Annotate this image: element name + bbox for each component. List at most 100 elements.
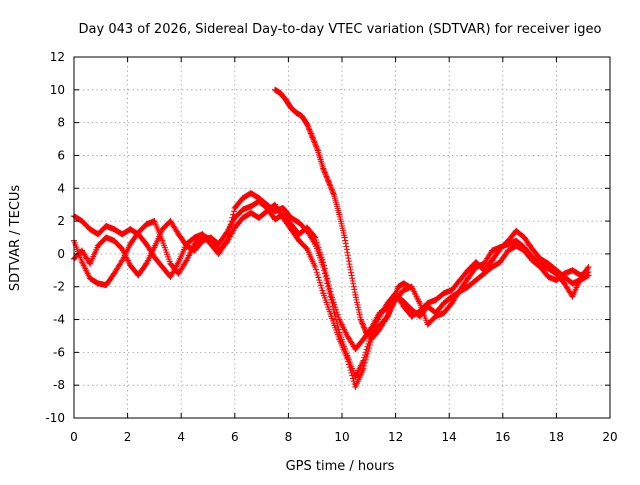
data-point-marker [362,351,369,358]
data-point-marker [351,286,358,293]
data-point-marker [350,283,357,290]
data-point-marker [388,304,395,311]
data-point-marker [307,129,314,136]
x-tick-label: 20 [602,430,617,444]
data-point [585,272,592,279]
data-point-marker [222,239,229,246]
data-point-marker [362,349,369,356]
data-point-marker [584,265,591,272]
x-tick-label: 2 [124,430,132,444]
data-point-marker [387,306,394,313]
data-point-marker [313,143,320,150]
data-point-marker [323,174,330,181]
data-point [406,283,412,290]
data-point-marker [386,308,393,315]
data-point-marker [323,277,330,284]
data-point-marker [346,261,353,268]
data-point-marker [224,234,231,241]
data-point-marker [311,138,318,145]
data-point-marker [228,218,235,225]
data-point-marker [349,275,356,282]
data-point-marker [348,272,355,279]
data-point-marker [314,146,321,153]
y-tick-label: -10 [45,411,65,425]
x-tick-label: 10 [334,430,349,444]
data-point-marker [304,121,311,128]
data-point-marker [312,264,319,271]
data-point-marker [322,273,329,280]
data-point-marker [325,177,332,184]
data-point-marker [387,305,394,312]
data-point-marker [385,311,392,318]
data-point-marker [227,221,234,228]
data-point-marker [312,140,319,147]
data-point-marker [330,190,337,197]
data-point-marker [324,176,331,183]
data-point-marker [384,313,391,320]
data-point-marker [325,283,332,290]
y-tick-label: 0 [57,247,65,261]
data-point-marker [306,127,313,134]
y-tick-label: 8 [57,116,65,130]
data-point-marker [325,287,332,294]
data-point-marker [360,323,367,330]
data-point-marker [320,264,327,271]
data-point-marker [230,211,237,218]
data-point-marker [326,180,333,187]
data-point-marker [348,269,355,276]
y-tick-label: -2 [53,280,65,294]
data-point-marker [350,280,357,287]
data-point-marker [330,306,337,313]
y-tick-label: -4 [53,313,65,327]
data-point-marker [305,125,312,132]
data-point-marker [320,166,327,173]
x-tick-label: 6 [231,430,239,444]
data-point-marker [359,320,366,327]
data-point-marker [322,170,329,177]
data-point-marker [304,122,311,129]
data-point-marker [328,186,335,193]
data-point-marker [308,133,315,140]
data-point-marker [317,282,324,289]
y-tick-label: 2 [57,214,65,228]
data-point-marker [358,319,365,326]
data-point-marker [328,185,335,192]
data-point-marker [318,285,325,292]
data-point-marker [310,135,317,142]
x-axis-title: GPS time / hours [286,459,395,474]
data-point-marker [343,243,350,250]
data-point-marker [320,165,327,172]
y-tick-label: 10 [50,83,65,97]
data-point [585,264,592,271]
data-point-marker [360,324,367,331]
data-point-marker [327,182,334,189]
series-track-c [71,190,592,380]
data-point-marker [345,258,352,265]
data-point-marker [321,267,328,274]
data-point-marker [226,224,233,231]
data-point-marker [223,237,230,244]
data-point-marker [321,168,328,175]
data-point-marker [311,139,318,146]
data-point-marker [364,343,371,350]
data-point-marker [312,142,319,149]
data-point-marker [311,239,318,246]
x-tick-label: 18 [549,430,564,444]
data-point-marker [342,237,349,244]
data-point-marker [365,340,372,347]
x-tick-label: 4 [177,430,185,444]
data-point-marker [321,270,328,277]
data-point-marker [328,296,335,303]
data-point-marker [309,134,316,141]
data-point-marker [332,313,339,320]
data-point-marker [310,137,317,144]
data-point-marker [315,274,322,281]
data-point-marker [331,309,338,316]
data-point-marker [308,131,315,138]
series-track-d [272,86,412,339]
data-point-marker [329,300,336,307]
data-point-marker [319,287,326,294]
data-point-marker [313,266,320,273]
